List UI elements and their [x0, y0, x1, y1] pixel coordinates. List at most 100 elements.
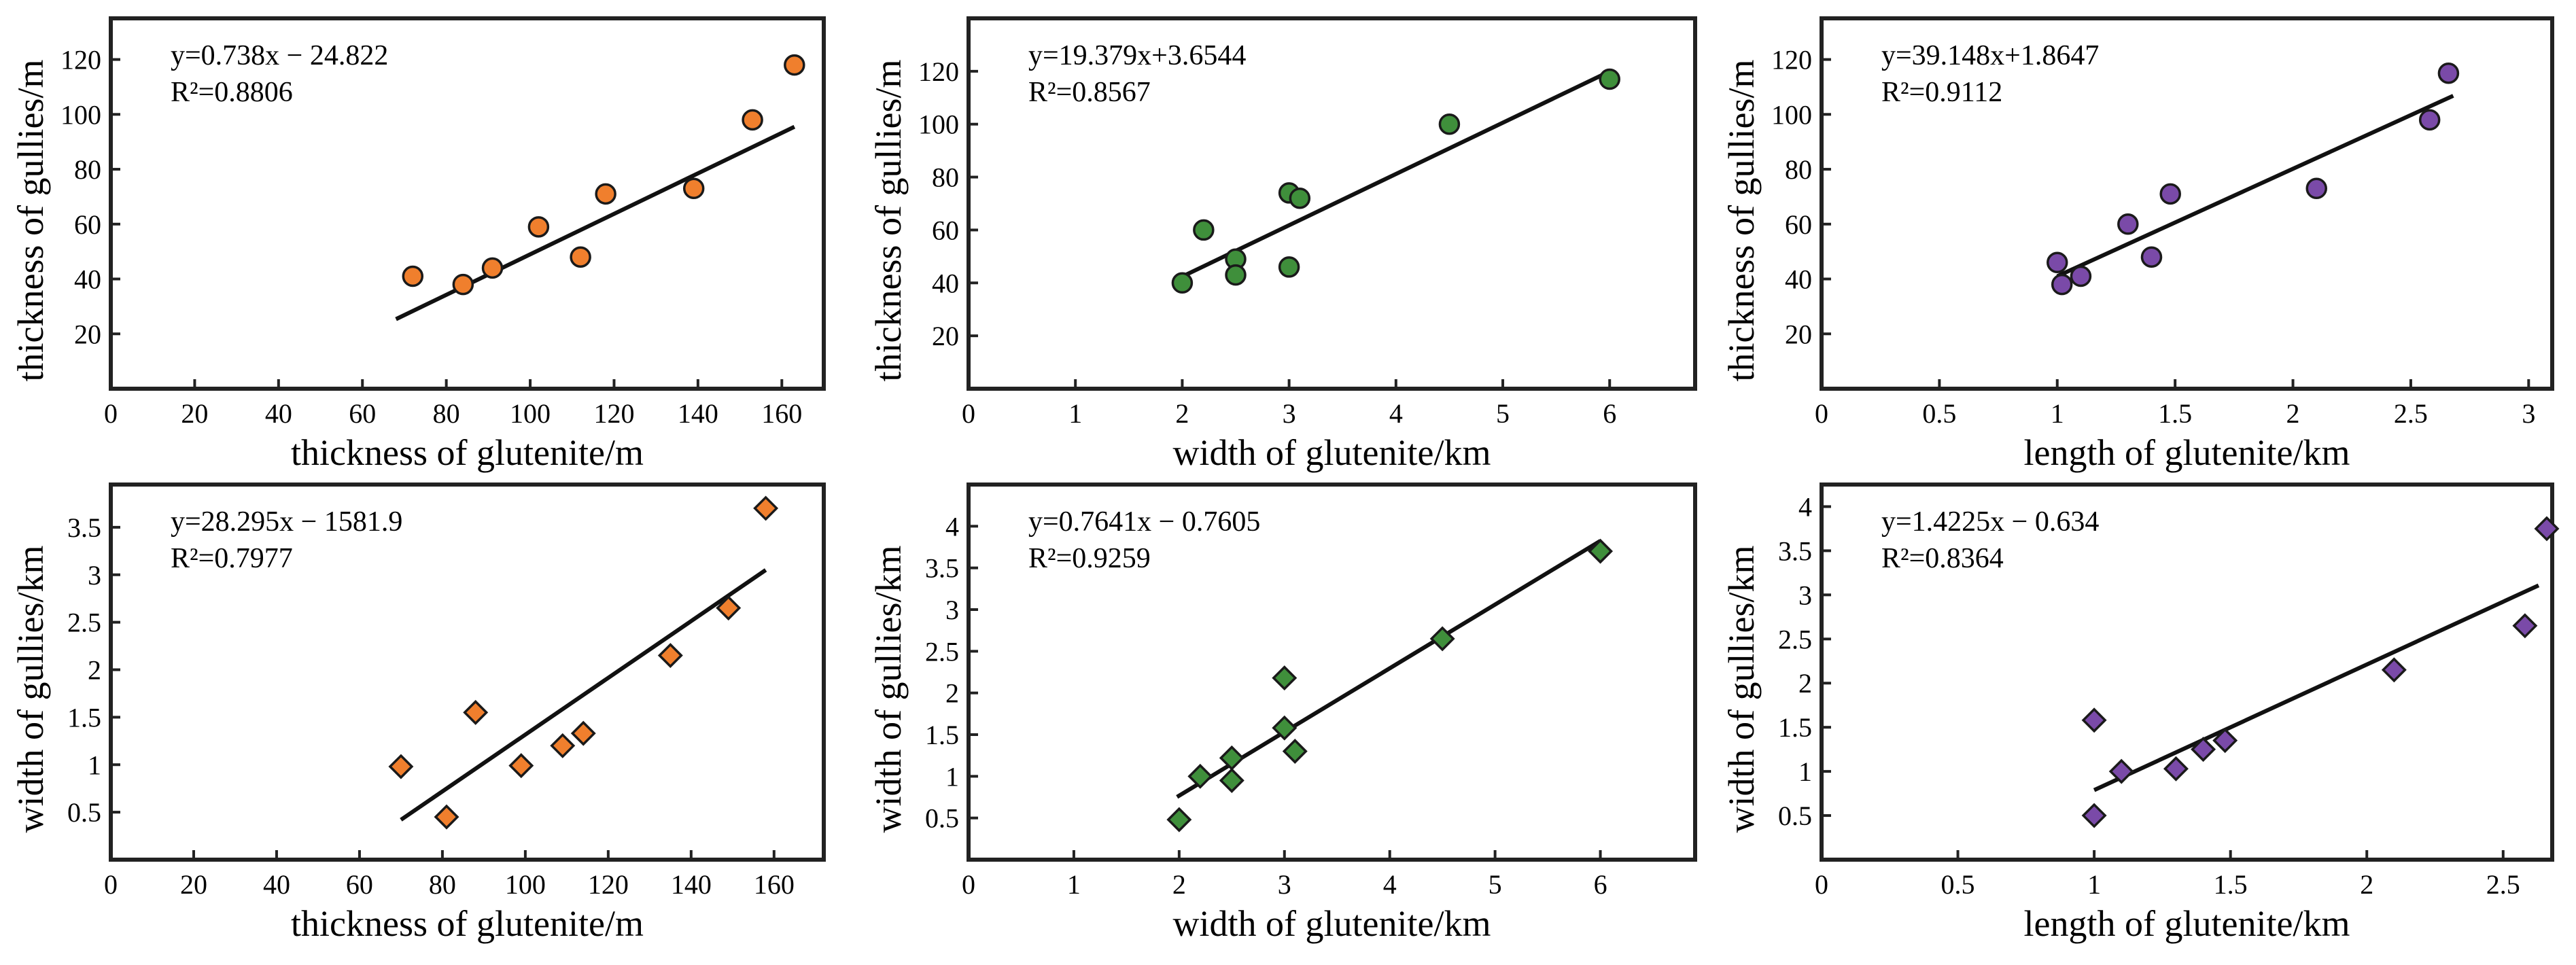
- x-tick-label: 2: [1172, 869, 1186, 900]
- y-tick-label: 3: [1798, 580, 1812, 610]
- x-tick-label: 2: [2360, 869, 2373, 900]
- data-point: [1187, 763, 1213, 789]
- data-point: [682, 177, 705, 200]
- data-point: [657, 643, 683, 669]
- chart-panel-thk-vs-length: 0 0.5 1 1.5 2 2.5 3 20 40 60 80 100 120 length of glu…: [1721, 16, 2554, 473]
- x-tick-label: 0: [962, 398, 975, 429]
- data-point: [1588, 538, 1614, 564]
- chart-panel-width-vs-length: 0 0.5 1 1.5 2 2.5 0.5 1 1.5 2 2.5 3 3.5 4 length of gl…: [1721, 482, 2560, 944]
- x-axis-title: thickness of glutenite/m: [291, 903, 644, 944]
- data-point: [1272, 665, 1298, 691]
- y-tick-label: 40: [1785, 264, 1812, 295]
- x-tick-label: 0: [104, 398, 118, 429]
- data-point: [570, 720, 596, 746]
- trend-line: [2093, 583, 2540, 792]
- data-point: [2140, 246, 2163, 268]
- x-tick-label: 1: [1067, 869, 1081, 900]
- x-tick-label: 0.5: [1922, 398, 1956, 429]
- data-point: [2437, 62, 2460, 84]
- x-tick-label: 4: [1389, 398, 1403, 429]
- plot-frame: [967, 16, 1697, 391]
- y-axis-title: width of gullies/km: [10, 546, 51, 833]
- y-tick-label: 0.5: [1778, 801, 1812, 831]
- y-tick-label: 0.5: [67, 797, 101, 828]
- data-point: [1282, 739, 1308, 765]
- trend-line: [1176, 69, 1611, 281]
- x-tick-label: 120: [593, 398, 634, 429]
- y-tick-label: 80: [74, 154, 101, 185]
- data-point: [1219, 767, 1245, 793]
- r-squared-label: R²=0.9259: [1028, 543, 1151, 574]
- r-squared-label: R²=0.8364: [1881, 543, 2004, 574]
- trend-line: [1176, 539, 1602, 799]
- y-tick-label: 20: [1785, 319, 1812, 349]
- data-point: [1429, 626, 1455, 652]
- x-tick-label: 5: [1496, 398, 1510, 429]
- x-tick-label: 0: [1815, 398, 1828, 429]
- trend-line: [400, 568, 767, 822]
- data-point: [2047, 251, 2068, 274]
- data-point: [2081, 707, 2107, 733]
- y-tick-label: 1: [88, 750, 101, 780]
- x-tick-label: 0: [1815, 869, 1828, 900]
- data-point: [1289, 187, 1311, 209]
- chart-panel-thk-vs-width: 0 1 2 3 4 5 6 20 40 60 80 100 120 width of glutenite/…: [868, 16, 1697, 473]
- plot-frame: [1820, 482, 2554, 862]
- data-point: [753, 495, 779, 521]
- y-axis-title: thickness of gullies/m: [1721, 60, 1762, 382]
- x-axis-title: length of glutenite/km: [2024, 432, 2350, 473]
- y-tick-label: 120: [1771, 45, 1812, 75]
- x-tick-label: 2: [1175, 398, 1189, 429]
- y-tick-label: 3.5: [67, 512, 101, 543]
- regression-equation: y=0.7641x − 0.7605: [1028, 506, 1260, 538]
- x-tick-label: 1.5: [2214, 869, 2248, 900]
- regression-equation: y=19.379x+3.6544: [1028, 40, 1246, 71]
- y-tick-label: 2.5: [1778, 624, 1812, 654]
- y-tick-label: 2: [88, 655, 101, 686]
- data-point: [452, 273, 474, 296]
- y-tick-label: 20: [74, 319, 101, 349]
- data-point: [2534, 516, 2560, 542]
- x-tick-label: 3: [1283, 398, 1296, 429]
- y-tick-label: 3: [945, 595, 959, 625]
- r-squared-label: R²=0.7977: [171, 543, 293, 574]
- y-tick-label: 40: [74, 264, 101, 295]
- y-tick-label: 2.5: [67, 608, 101, 638]
- y-axis-title: thickness of gullies/m: [868, 60, 909, 382]
- x-tick-label: 3: [1278, 869, 1291, 900]
- data-point: [550, 733, 576, 758]
- x-tick-label: 1: [1068, 398, 1082, 429]
- y-tick-label: 3: [88, 560, 101, 591]
- data-point: [2381, 657, 2407, 683]
- data-point: [742, 109, 763, 131]
- regression-equation: y=28.295x − 1581.9: [171, 506, 402, 538]
- data-point: [1599, 68, 1620, 90]
- x-tick-label: 2.5: [2394, 398, 2428, 429]
- data-point: [2081, 803, 2107, 828]
- data-point: [1278, 256, 1300, 278]
- y-tick-label: 120: [918, 56, 959, 87]
- data-point: [508, 753, 534, 779]
- plot-frame: [967, 482, 1697, 862]
- y-tick-label: 100: [60, 99, 101, 130]
- y-tick-label: 1: [945, 761, 959, 792]
- x-tick-label: 80: [433, 398, 460, 429]
- data-point: [2512, 613, 2538, 639]
- data-point: [2305, 177, 2327, 200]
- data-point: [1193, 219, 1215, 241]
- y-tick-label: 4: [945, 511, 959, 542]
- data-point: [1171, 272, 1194, 294]
- y-tick-label: 3.5: [925, 553, 959, 584]
- data-point: [2191, 737, 2216, 762]
- y-tick-label: 100: [918, 109, 959, 140]
- x-tick-label: 1: [2051, 398, 2064, 429]
- y-tick-label: 40: [932, 268, 959, 298]
- x-tick-label: 120: [588, 869, 629, 900]
- x-tick-label: 0: [104, 869, 118, 900]
- x-tick-label: 3: [2522, 398, 2535, 429]
- x-axis-title: width of glutenite/km: [1173, 432, 1491, 473]
- y-tick-label: 80: [1785, 154, 1812, 185]
- x-tick-label: 2.5: [2486, 869, 2520, 900]
- x-tick-label: 2: [2286, 398, 2300, 429]
